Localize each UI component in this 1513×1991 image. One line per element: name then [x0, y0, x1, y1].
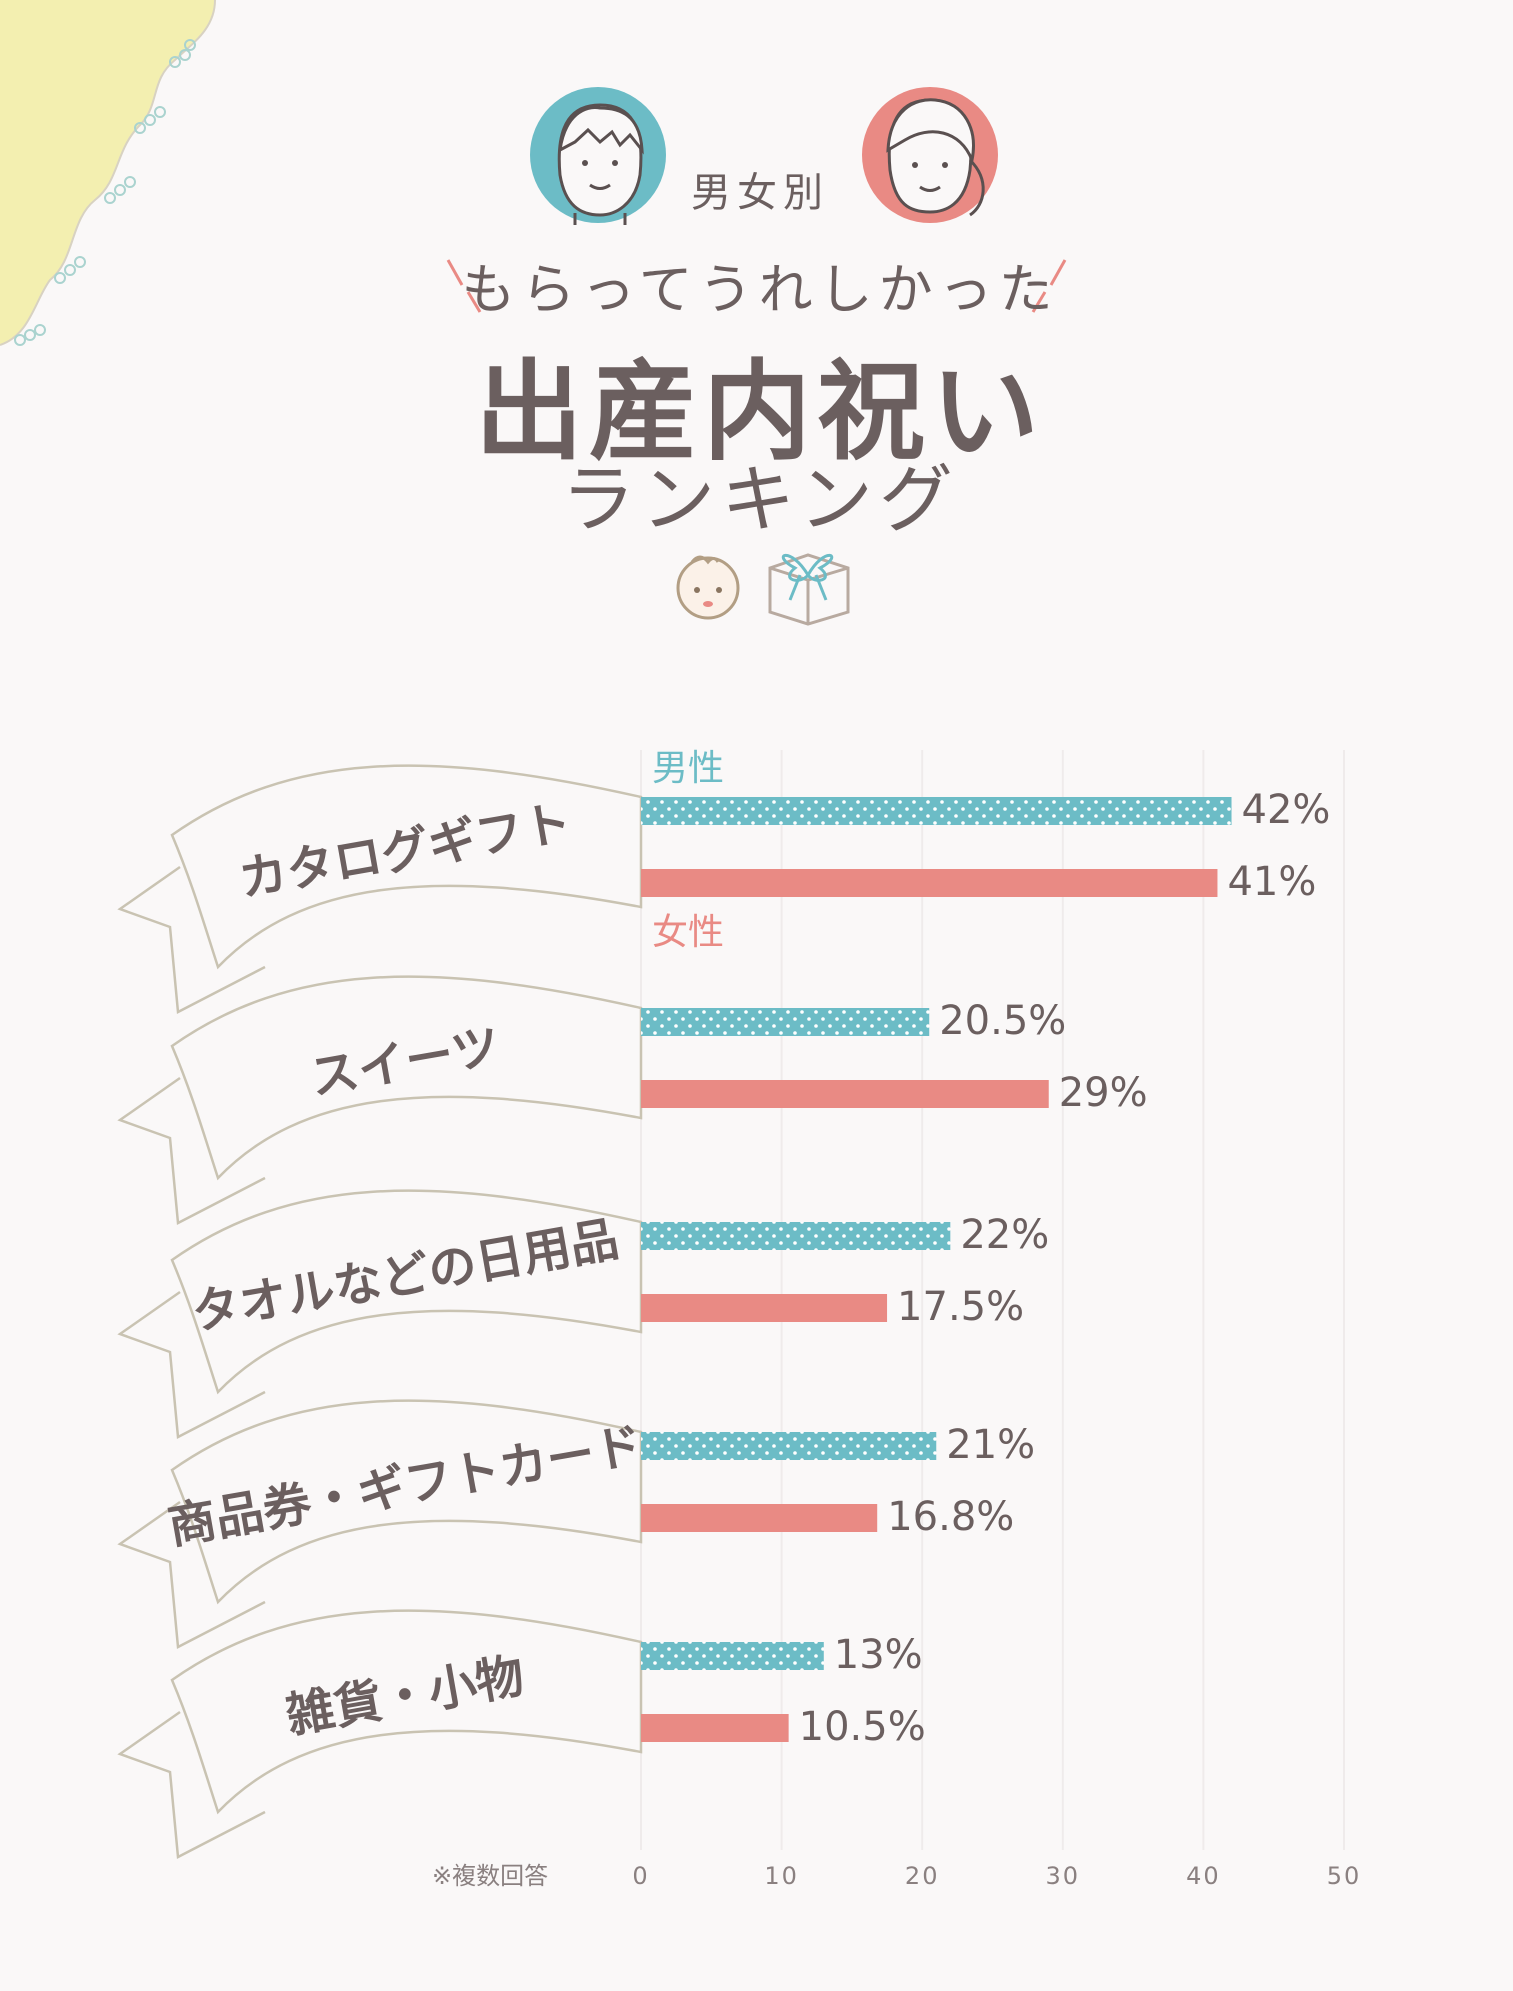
female-bar — [641, 1080, 1049, 1108]
decor-slashes — [446, 259, 1067, 313]
corner-decoration — [0, 0, 216, 346]
page-title: 出産内祝い — [474, 350, 1045, 475]
x-tick-label: 10 — [764, 1862, 799, 1890]
subtitle: もらってうれしかった — [461, 258, 1059, 321]
x-tick-label: 40 — [1186, 1862, 1221, 1890]
title-sub: ランキング — [561, 457, 959, 543]
female-value-label: 29% — [1059, 1070, 1148, 1116]
female-value-label: 17.5% — [897, 1284, 1024, 1330]
gender-label: 男女別 — [691, 170, 829, 216]
x-tick-label: 20 — [905, 1862, 940, 1890]
legend-female: 女性 — [652, 912, 724, 953]
female-bar — [641, 1714, 789, 1742]
male-bar — [641, 1432, 937, 1460]
male-bar — [641, 1222, 951, 1250]
category-ribbon: カタログギフト — [117, 764, 643, 1014]
category-ribbon: 雑貨・小物 — [117, 1609, 643, 1859]
male-value-label: 21% — [946, 1422, 1035, 1468]
male-value-label: 20.5% — [939, 998, 1066, 1044]
male-bar — [641, 1642, 824, 1670]
baby-face-icon — [676, 555, 740, 620]
female-bar — [641, 869, 1218, 897]
x-tick-label: 50 — [1327, 1862, 1362, 1890]
gift-box-icon — [768, 553, 850, 626]
category-ribbon: タオルなどの日用品 — [117, 1189, 643, 1439]
male-value-label: 22% — [960, 1212, 1049, 1258]
x-tick-label: 30 — [1046, 1862, 1081, 1890]
legend-male: 男性 — [652, 748, 724, 789]
footnote: ※複数回答 — [432, 1862, 548, 1890]
female-value-label: 41% — [1227, 859, 1316, 905]
x-tick-label: 0 — [632, 1862, 649, 1890]
girl-face-icon — [862, 87, 998, 223]
female-bar — [641, 1504, 878, 1532]
male-bar — [641, 797, 1232, 825]
female-value-label: 16.8% — [887, 1494, 1014, 1540]
header-icons — [446, 87, 1067, 626]
female-value-label: 10.5% — [799, 1704, 926, 1750]
male-value-label: 13% — [834, 1632, 923, 1678]
category-ribbon: スイーツ — [117, 975, 643, 1225]
female-bar — [641, 1294, 888, 1322]
boy-face-icon — [530, 87, 666, 225]
male-value-label: 42% — [1242, 787, 1331, 833]
male-bar — [641, 1008, 930, 1036]
